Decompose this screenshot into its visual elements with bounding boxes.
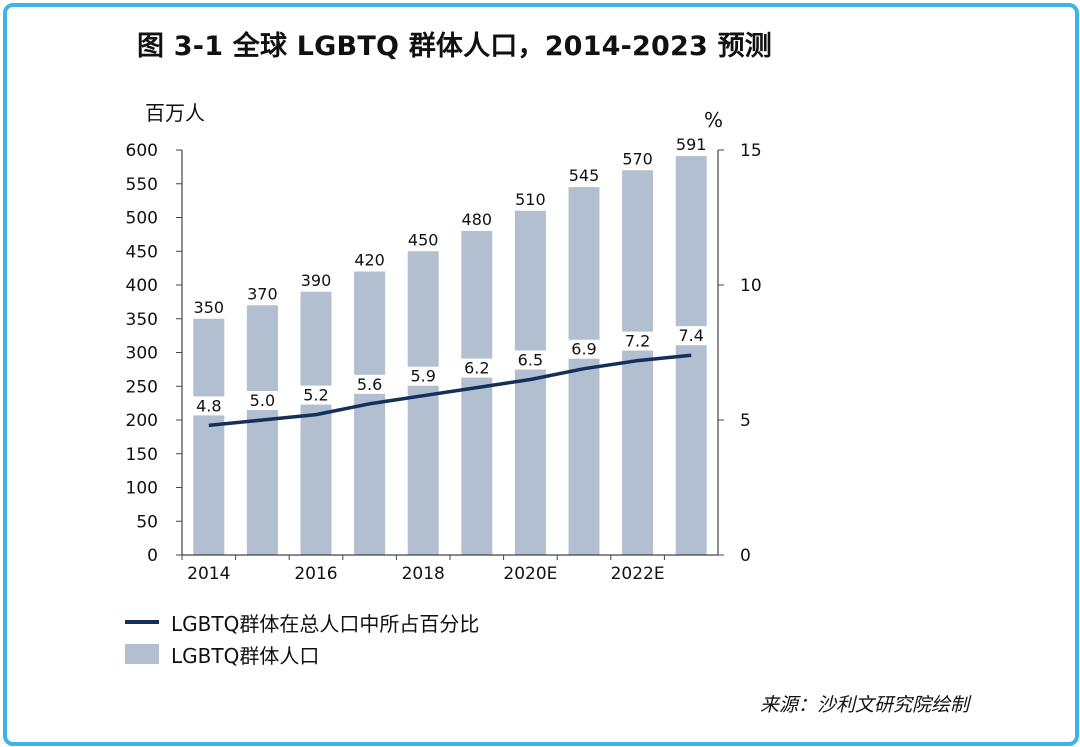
x-tick-label-2014: 2014 [187, 564, 230, 584]
line-label-bg [245, 391, 280, 410]
bar-2016 [300, 291, 332, 555]
bar-label-2016: 390 [301, 271, 332, 290]
right-tick-label: 15 [740, 141, 762, 161]
line-label-bg [191, 396, 226, 416]
left-tick-label: 300 [126, 344, 158, 364]
left-tick-label: 600 [126, 141, 158, 161]
left-tick-label: 100 [126, 479, 158, 499]
x-tick-label-2020E: 2020E [503, 564, 557, 584]
bar-label-2022E: 570 [622, 149, 653, 168]
line-label-bg [513, 350, 548, 370]
right-tick-label: 10 [740, 276, 762, 296]
line-label-2014: 4.8 [196, 396, 221, 415]
right-tick-label: 0 [740, 546, 751, 566]
line-label-bg [567, 339, 601, 359]
bar-label-2017: 420 [354, 251, 385, 270]
left-tick-label: 450 [126, 242, 158, 262]
bar-label-2023E: 591 [676, 135, 707, 154]
bar-2019 [461, 231, 493, 555]
line-label-2018: 5.9 [410, 367, 435, 386]
right-tick-label: 5 [740, 411, 751, 431]
bar-label-2019: 480 [462, 210, 493, 229]
left-axis-unit: 百万人 [145, 101, 205, 125]
left-tick-label: 550 [126, 175, 158, 195]
line-label-bg [299, 385, 333, 405]
legend-item-bar: LGBTQ群体人口 [125, 638, 479, 670]
bar-label-2015: 370 [247, 284, 278, 303]
line-label-2023E: 7.4 [678, 326, 703, 345]
line-label-2017: 5.6 [357, 375, 382, 394]
x-tick-label-2022E: 2022E [611, 564, 665, 584]
bar-2015 [246, 305, 278, 555]
chart-legend: LGBTQ群体在总人口中所占百分比 LGBTQ群体人口 [125, 606, 479, 670]
bar-2014 [193, 318, 225, 555]
line-label-2019: 6.2 [464, 359, 489, 378]
line-label-bg [459, 358, 494, 378]
line-label-bg [674, 326, 709, 346]
bar-label-2021E: 545 [569, 166, 600, 185]
line-label-bg [352, 374, 387, 394]
left-tick-label: 350 [126, 310, 158, 330]
line-label-2016: 5.2 [303, 386, 328, 405]
left-tick-label: 50 [136, 512, 158, 532]
percent-line [208, 353, 692, 428]
bar-label-2014: 350 [194, 298, 225, 317]
line-label-bg [406, 366, 441, 386]
left-tick-label: 150 [126, 445, 158, 465]
source-note: 来源：沙利文研究院绘制 [760, 694, 970, 716]
bar-2017 [354, 271, 386, 555]
bar-label-2018: 450 [408, 230, 439, 249]
left-tick-label: 0 [147, 546, 158, 566]
line-label-2015: 5.0 [250, 391, 275, 410]
legend-item-line: LGBTQ群体在总人口中所占百分比 [125, 606, 479, 638]
line-label-2020E: 6.5 [518, 351, 543, 370]
left-tick-label: 200 [126, 411, 158, 431]
x-tick-label-2018: 2018 [402, 564, 445, 584]
line-label-2021E: 6.9 [571, 340, 596, 359]
legend-bar-label: LGBTQ群体人口 [171, 643, 320, 668]
bar-label-2020E: 510 [515, 190, 546, 209]
line-label-bg [620, 331, 655, 351]
right-axis-unit: % [704, 108, 724, 132]
legend-bar-swatch [125, 644, 159, 664]
x-tick-label-2016: 2016 [294, 564, 337, 584]
chart-title: 图 3-1 全球 LGBTQ 群体人口，2014-2023 预测 [137, 31, 772, 62]
left-tick-label: 500 [126, 209, 158, 229]
bar-2020E [514, 210, 546, 555]
left-tick-label: 250 [126, 377, 158, 397]
legend-line-label: LGBTQ群体在总人口中所占百分比 [171, 611, 480, 636]
line-label-2022E: 7.2 [625, 332, 650, 351]
bar-2018 [407, 251, 439, 555]
legend-line-swatch [125, 620, 159, 624]
left-tick-label: 400 [126, 276, 158, 296]
